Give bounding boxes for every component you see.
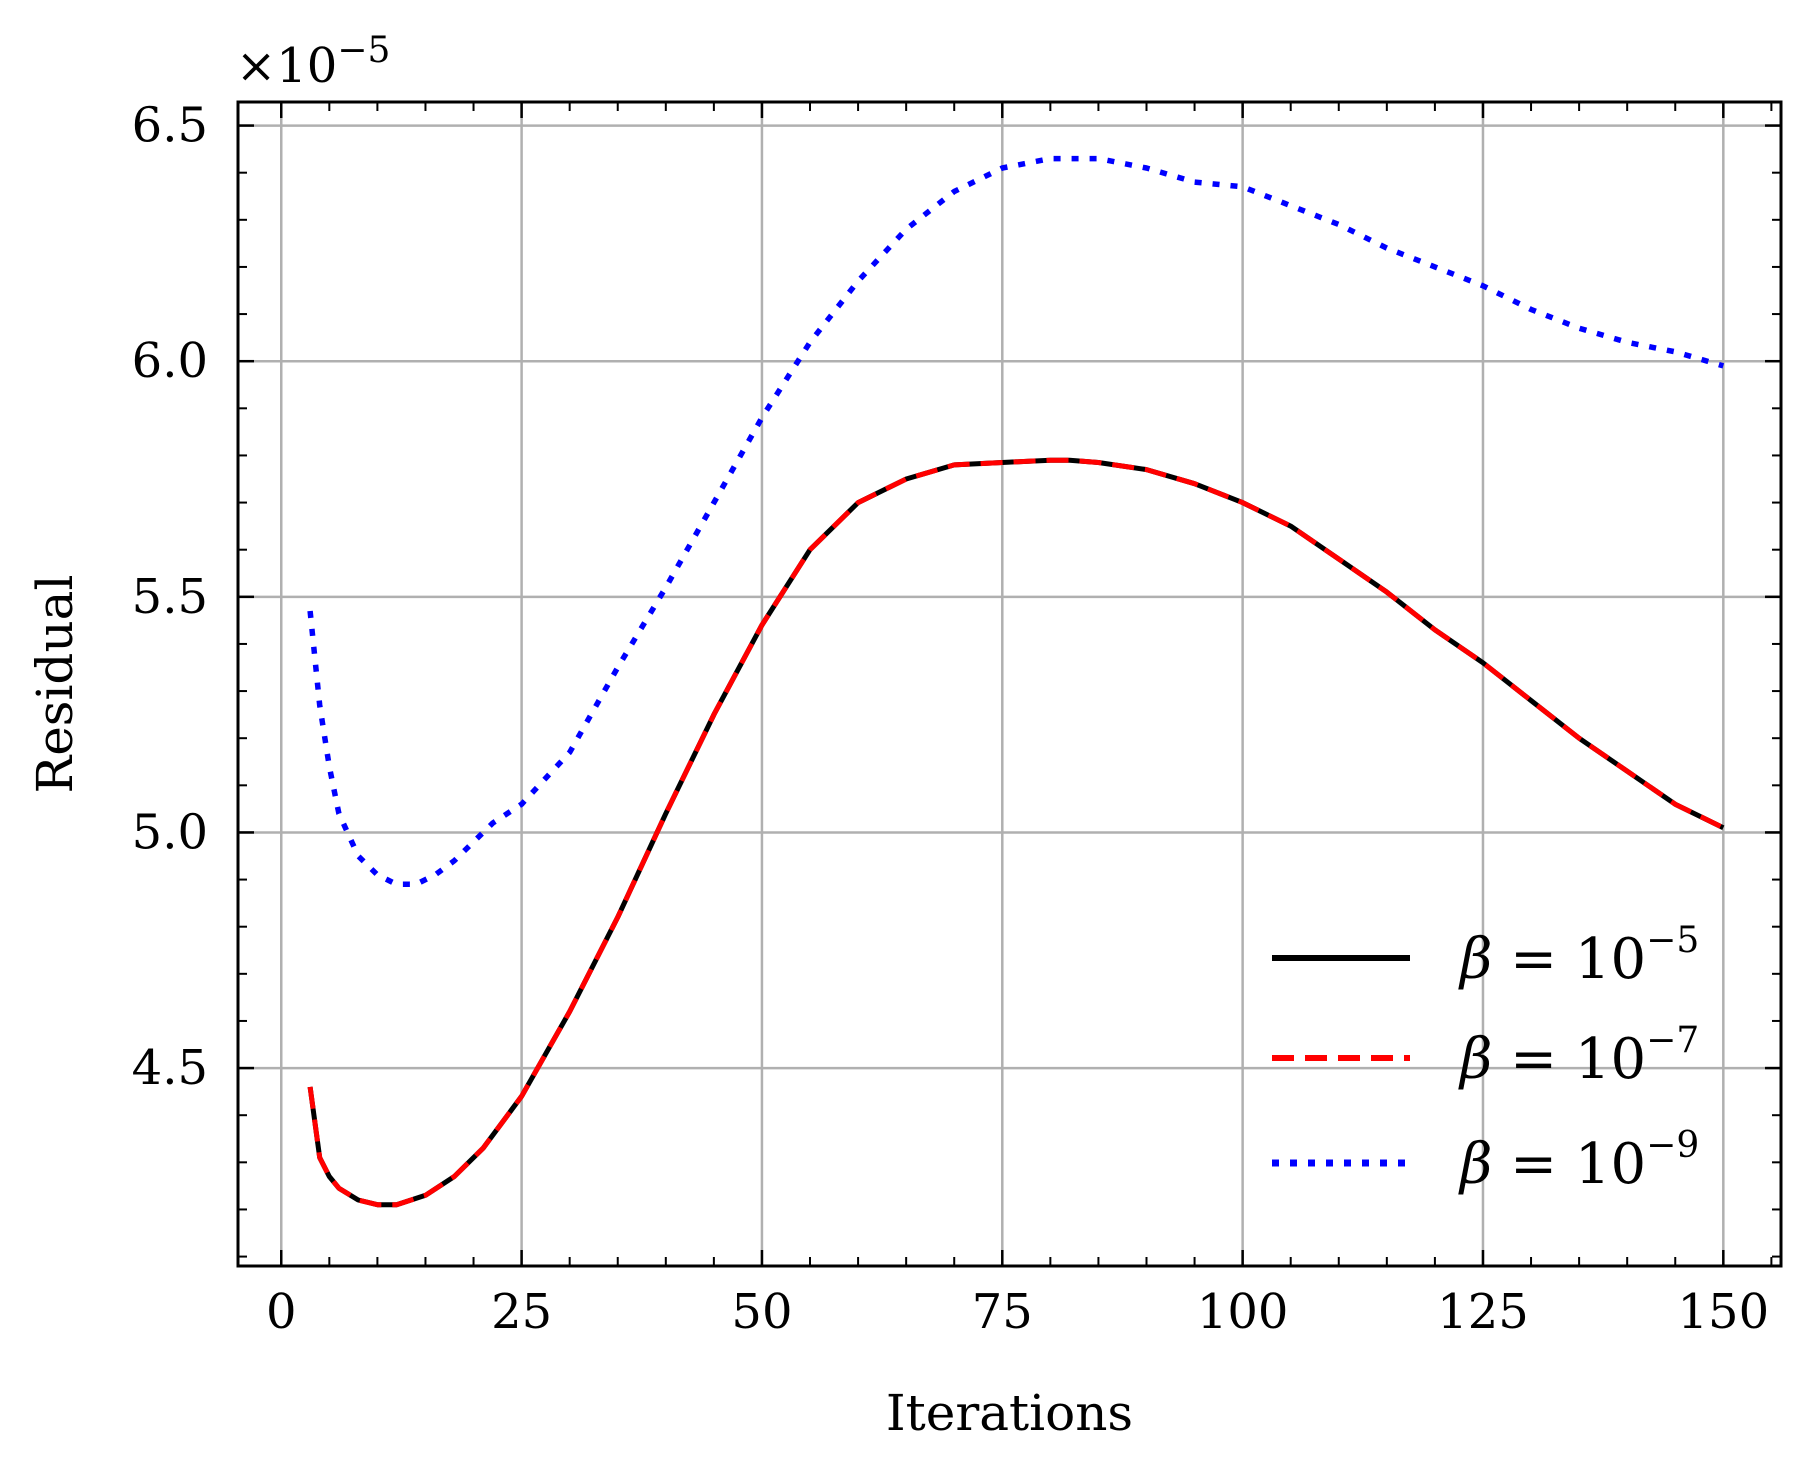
axes-layer: 0 25 50 75 100 125 150 4.5 5.0 5.5 6.0 6.5 — [132, 98, 1783, 1340]
series-layer — [307, 155, 1725, 1208]
x-tick-label: 25 — [491, 1284, 552, 1340]
x-axis-label: Iterations — [886, 1384, 1133, 1442]
y-axis-label: Residual — [26, 575, 84, 794]
offset-exponent: −5 — [337, 30, 390, 71]
x-tick-label: 125 — [1437, 1284, 1529, 1340]
offset-base: ×10 — [236, 38, 337, 94]
plot-frame — [236, 100, 1783, 1268]
legend-label-1: β = 10−5 — [1458, 920, 1699, 992]
y-axis-offset-text: ×10−5 — [236, 30, 390, 94]
x-tick-label: 100 — [1197, 1284, 1289, 1340]
series-line-2 — [307, 457, 1725, 1208]
y-tick-label: 5.5 — [132, 569, 208, 625]
x-tick-label: 75 — [972, 1284, 1033, 1340]
x-tick-label: 50 — [731, 1284, 792, 1340]
legend-label-2: β = 10−7 — [1458, 1020, 1699, 1092]
y-tick-label: 5.0 — [132, 804, 208, 860]
y-tick-label: 6.0 — [132, 333, 208, 389]
x-tick-label: 150 — [1678, 1284, 1770, 1340]
y-tick-label: 6.5 — [132, 98, 208, 154]
y-tick-label: 4.5 — [132, 1040, 208, 1096]
legend: β = 10−5 β = 10−7 β = 10−9 — [1272, 920, 1699, 1197]
x-tick-label: 0 — [266, 1284, 297, 1340]
legend-label-3: β = 10−9 — [1458, 1125, 1699, 1197]
grid-layer — [238, 102, 1781, 1266]
